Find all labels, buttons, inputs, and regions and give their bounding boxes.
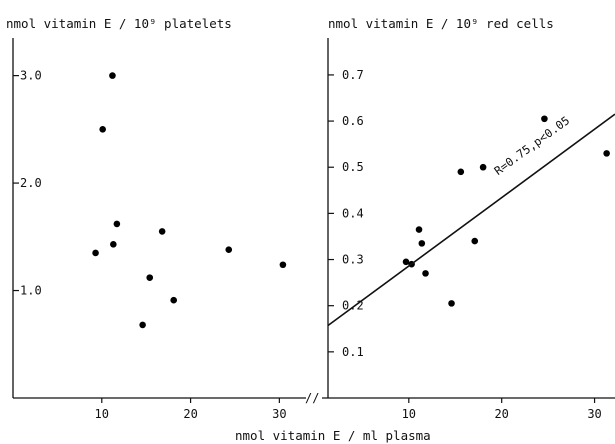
right-data-point [541,115,548,123]
left-data-point [158,228,166,235]
left-data-point [92,249,99,257]
regression-line [327,113,615,327]
left-data-point [99,126,106,133]
right-data-point [471,237,479,245]
left-ticks: 1.0 2.0 3.0 10 20 30 [13,69,287,421]
left-y-tick-label: 2.0 [20,176,42,190]
axis-break-mark: // [305,391,319,405]
right-data-point [457,168,465,176]
left-chart-title: nmol vitamin E / 10⁹ platelets [6,16,232,31]
right-y-tick-label: 0.2 [342,299,364,313]
left-x-tick-label: 20 [183,407,197,421]
left-data-point [279,261,287,269]
right-y-tick-label: 0.1 [342,345,364,359]
right-ticks: 0.1 0.2 0.3 0.4 0.5 0.6 0.7 10 20 30 [328,68,602,421]
right-y-tick-label: 0.5 [342,160,364,174]
right-data-point [603,150,610,157]
left-x-tick-label: 30 [272,407,286,421]
right-y-tick-label: 0.4 [342,206,364,220]
left-y-tick-label: 1.0 [20,284,42,298]
left-x-tick-label: 10 [95,407,109,421]
regression-annotation: R=0.75,p<0.05 [491,113,572,178]
left-data-point [109,72,116,79]
right-x-tick-label: 20 [494,407,508,421]
left-data-point [146,274,154,281]
left-data-point [113,220,121,228]
left-data-point [139,321,146,329]
left-y-tick-label: 3.0 [20,69,42,83]
left-data-points [92,72,287,329]
left-data-point [110,241,117,248]
right-chart-title: nmol vitamin E / 10⁹ red cells [328,16,554,31]
right-data-point [448,300,455,307]
right-y-tick-label: 0.7 [342,68,364,82]
right-x-tick-label: 10 [402,407,416,421]
right-data-point [479,163,487,171]
right-x-tick-label: 30 [587,407,601,421]
left-data-point [225,246,233,254]
x-axis-label: nmol vitamin E / ml plasma [235,428,431,443]
right-data-point [415,226,423,233]
right-y-tick-label: 0.3 [342,253,364,267]
right-data-points [402,115,610,307]
right-data-point [418,240,426,247]
left-data-point [170,296,178,304]
right-y-tick-label: 0.6 [342,114,364,128]
right-data-point [422,270,429,277]
right-data-point [402,258,410,266]
